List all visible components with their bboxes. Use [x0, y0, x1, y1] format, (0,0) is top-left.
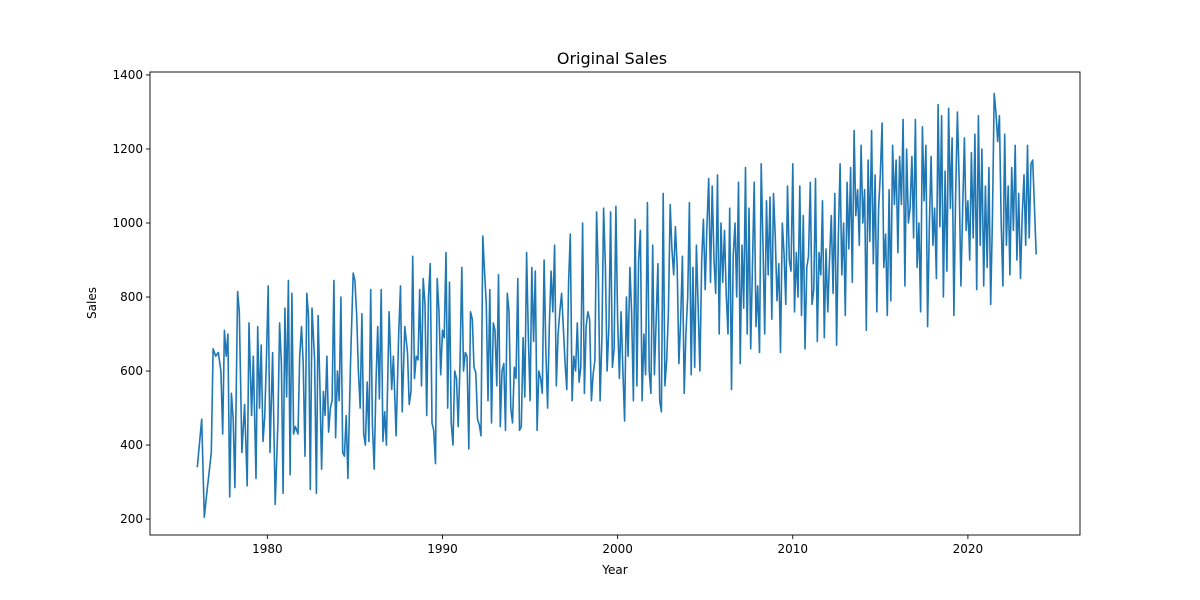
x-tick-label: 2010 — [777, 542, 808, 556]
y-tick-label: 200 — [120, 512, 143, 526]
y-tick-label: 600 — [120, 364, 143, 378]
series-line-1 — [196, 92, 1037, 518]
y-tick-label: 1200 — [112, 142, 143, 156]
x-tick-label: 1980 — [252, 542, 283, 556]
x-tick-label: 1990 — [427, 542, 458, 556]
y-tick-label: 1000 — [112, 216, 143, 230]
axes-frame — [149, 71, 1081, 536]
y-tick-label: 400 — [120, 438, 143, 452]
x-tick-label: 2020 — [953, 542, 984, 556]
plot-area: 1980 1990 2000 2010 2020 200 400 600 800 1000 1200… — [112, 68, 1081, 556]
y-axis-label: Sales — [85, 287, 99, 319]
x-axis-label: Year — [601, 563, 627, 577]
y-tick-label: 800 — [120, 290, 143, 304]
y-tick-label: 1400 — [112, 68, 143, 82]
chart-title: Original Sales — [557, 49, 667, 68]
x-tick-label: 2000 — [602, 542, 633, 556]
